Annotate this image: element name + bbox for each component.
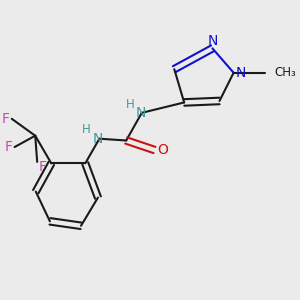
Text: F: F: [38, 160, 46, 174]
Text: N: N: [236, 66, 246, 80]
Text: F: F: [4, 140, 12, 154]
Text: N: N: [207, 34, 218, 48]
Text: CH₃: CH₃: [274, 66, 296, 79]
Text: H: H: [126, 98, 135, 111]
Text: N: N: [93, 132, 103, 146]
Text: F: F: [2, 112, 10, 126]
Text: O: O: [157, 143, 168, 157]
Text: N: N: [135, 106, 146, 120]
Text: H: H: [82, 123, 91, 136]
